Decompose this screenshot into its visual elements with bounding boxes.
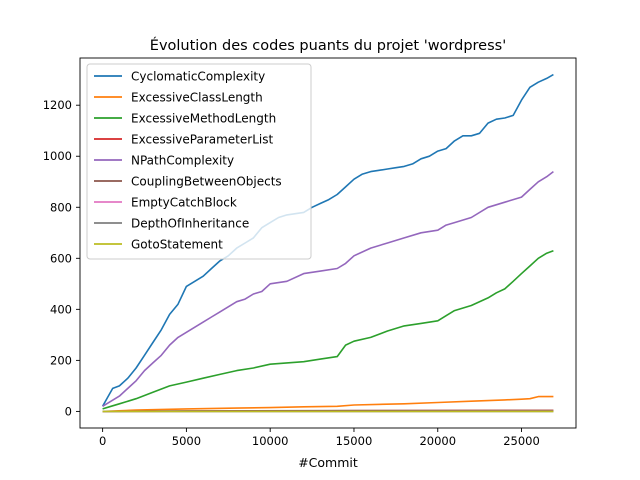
legend-label-8: GotoStatement bbox=[131, 238, 223, 252]
y-tick-label-6: 1200 bbox=[43, 98, 72, 112]
y-tick-label-2: 400 bbox=[50, 302, 72, 316]
x-tick-label-5: 25000 bbox=[503, 434, 540, 448]
y-tick-label-0: 0 bbox=[65, 404, 72, 418]
x-tick-label-0: 0 bbox=[99, 434, 106, 448]
plot-area: 0 5000 10000 15000 20000 25000 0 200 400 600 800 10… bbox=[43, 73, 554, 448]
plot-frame bbox=[79, 57, 577, 429]
legend-label-4: NPathComplexity bbox=[131, 154, 234, 168]
series-line-1 bbox=[102, 395, 554, 413]
legend-label-6: EmptyCatchBlock bbox=[131, 196, 237, 210]
legend-box bbox=[86, 63, 312, 260]
series-line-2 bbox=[102, 249, 554, 410]
legend-label-7: DepthOfInheritance bbox=[131, 217, 249, 231]
x-tick-label-3: 15000 bbox=[336, 434, 373, 448]
legend-label-2: ExcessiveMethodLength bbox=[131, 112, 276, 126]
series-line-4 bbox=[102, 170, 554, 407]
x-tick-label-2: 10000 bbox=[252, 434, 289, 448]
legend: CyclomaticComplexity ExcessiveClassLength… bbox=[86, 63, 312, 260]
legend-label-3: ExcessiveParameterList bbox=[131, 133, 273, 147]
y-tick-label-5: 1000 bbox=[43, 149, 72, 163]
x-tick-label-1: 5000 bbox=[172, 434, 201, 448]
chart-title: Évolution des codes puants du projet 'wo… bbox=[150, 37, 506, 54]
legend-label-0: CyclomaticComplexity bbox=[131, 70, 265, 84]
x-tick-label-4: 20000 bbox=[419, 434, 456, 448]
legend-label-1: ExcessiveClassLength bbox=[131, 91, 263, 105]
y-tick-label-1: 200 bbox=[50, 353, 72, 367]
series-line-0 bbox=[101, 73, 554, 407]
y-tick-label-4: 800 bbox=[50, 200, 72, 214]
y-tick-label-3: 600 bbox=[50, 251, 72, 265]
legend-label-5: CouplingBetweenObjects bbox=[131, 175, 282, 189]
x-axis-label: #Commit bbox=[298, 455, 358, 470]
